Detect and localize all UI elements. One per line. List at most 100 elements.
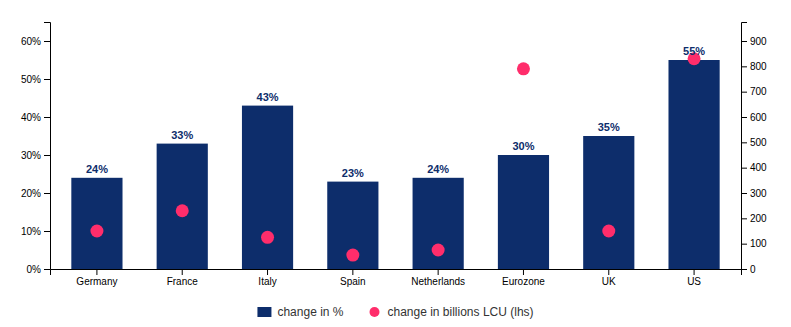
data-labels: 24% 33% 43% 23% 24% 30% 35% 55% — [86, 45, 705, 179]
marks — [71, 52, 719, 269]
tick-mark — [44, 79, 50, 80]
tick-mark — [267, 269, 268, 275]
tick: Italy — [258, 269, 276, 287]
tick-label: 50% — [21, 74, 41, 85]
tick-mark — [741, 117, 747, 118]
chart: 0% 10% 20% 30% 40% 50% 60% 0 100 200 300 400 500 600 7… — [0, 0, 791, 327]
dot — [517, 62, 530, 75]
data-label: 24% — [427, 163, 449, 175]
tick: 400 — [741, 162, 767, 173]
tick-label: 600 — [750, 112, 767, 123]
y-axis: 0% 10% 20% 30% 40% 50% 60% — [21, 23, 51, 275]
axis-line — [51, 270, 742, 276]
tick-label: 400 — [750, 162, 767, 173]
axis-line — [44, 23, 51, 270]
tick-label: 700 — [750, 86, 767, 97]
legend-item: change in billions LCU (lhs) — [369, 305, 533, 319]
tick-label: 40% — [21, 112, 41, 123]
tick-mark — [438, 269, 439, 275]
tick-label: Germany — [76, 276, 117, 287]
data-label: 30% — [512, 140, 534, 152]
tick-label: UK — [602, 276, 616, 287]
tick: 10% — [21, 226, 50, 237]
tick-mark — [44, 193, 50, 194]
tick-label: 300 — [750, 188, 767, 199]
tick: 20% — [21, 188, 50, 199]
tick: 600 — [741, 112, 767, 123]
dot — [432, 244, 445, 257]
tick-label: Italy — [258, 276, 276, 287]
data-label: 23% — [342, 167, 364, 179]
tick: 800 — [741, 61, 767, 72]
tick-mark — [741, 218, 747, 219]
tick-mark — [44, 269, 50, 270]
bar — [71, 178, 122, 269]
dot — [261, 231, 274, 244]
legend: change in % change in billions LCU (lhs) — [257, 305, 533, 319]
tick-label: 800 — [750, 61, 767, 72]
tick: 50% — [21, 74, 50, 85]
tick: 700 — [741, 86, 767, 97]
tick: 30% — [21, 150, 50, 161]
tick-label: 100 — [750, 238, 767, 249]
tick-label: 200 — [750, 213, 767, 224]
tick-label: France — [167, 276, 199, 287]
tick-mark — [741, 168, 747, 169]
plot: 0% 10% 20% 30% 40% 50% 60% 0 100 200 300 400 500 600 7… — [21, 23, 767, 288]
data-label: 24% — [86, 163, 108, 175]
data-label: 55% — [683, 45, 705, 57]
tick-mark — [182, 269, 183, 275]
tick-label: 20% — [21, 188, 41, 199]
tick-mark — [694, 269, 695, 275]
dot — [346, 249, 359, 262]
tick-mark — [44, 117, 50, 118]
data-label: 43% — [257, 91, 279, 103]
tick-mark — [96, 269, 97, 275]
tick: 40% — [21, 112, 50, 123]
tick: 60% — [21, 36, 50, 47]
legend-swatch — [257, 307, 271, 317]
legend-label: change in % — [277, 305, 343, 319]
tick-mark — [608, 269, 609, 275]
tick-label: Eurozone — [502, 276, 545, 287]
tick-mark — [741, 66, 747, 67]
tick-label: 0% — [27, 264, 42, 275]
legend-label: change in billions LCU (lhs) — [387, 305, 533, 319]
tick-label: 10% — [21, 226, 41, 237]
tick-label: 500 — [750, 137, 767, 148]
bar — [413, 178, 464, 269]
tick: 900 — [741, 36, 767, 47]
data-label: 35% — [598, 121, 620, 133]
y2-axis: 0 100 200 300 400 500 600 700 800 900 — [741, 23, 767, 275]
tick: 0% — [27, 264, 50, 275]
tick-mark — [352, 269, 353, 275]
tick-mark — [523, 269, 524, 275]
tick-label: US — [687, 276, 701, 287]
tick-mark — [741, 142, 747, 143]
tick-mark — [741, 92, 747, 93]
tick-label: Spain — [340, 276, 366, 287]
dot — [602, 225, 615, 238]
bar — [242, 106, 293, 269]
tick-mark — [741, 244, 747, 245]
bar — [583, 136, 634, 269]
tick: Netherlands — [411, 269, 465, 287]
bar — [498, 155, 549, 269]
tick-label: 30% — [21, 150, 41, 161]
tick: 0 — [741, 264, 756, 275]
tick-mark — [44, 231, 50, 232]
tick-label: 0 — [750, 264, 756, 275]
bar — [668, 60, 719, 269]
x-axis: Germany France Italy Spain Netherlands Eurozo… — [51, 269, 742, 287]
tick: 500 — [741, 137, 767, 148]
legend-item: change in % — [257, 305, 343, 319]
tick: France — [167, 269, 199, 287]
tick: 200 — [741, 213, 767, 224]
tick-label: 60% — [21, 36, 41, 47]
tick-mark — [44, 41, 50, 42]
tick: US — [687, 269, 701, 287]
tick-mark — [44, 155, 50, 156]
legend-swatch — [369, 307, 379, 317]
bar — [327, 182, 378, 269]
data-label: 33% — [171, 129, 193, 141]
